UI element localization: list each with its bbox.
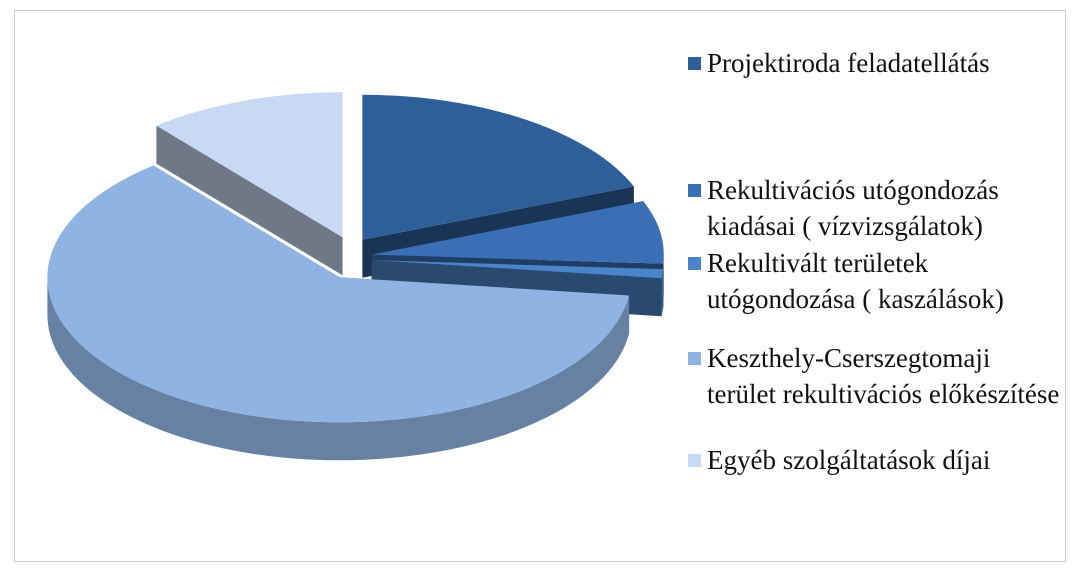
legend-entry: Egyéb szolgáltatások díjai <box>688 442 1060 478</box>
legend-entry: Projektiroda feladatellátás <box>688 45 1060 81</box>
legend-swatch <box>688 257 701 270</box>
legend-label: Rekultivációs utógondozás kiadásai ( víz… <box>707 175 999 241</box>
legend-entry: Rekultivációs utógondozás kiadásai ( víz… <box>688 172 1060 244</box>
legend-label: Egyéb szolgáltatások díjai <box>707 445 991 475</box>
legend-label: Projektiroda feladatellátás <box>707 48 990 78</box>
legend-swatch <box>688 184 701 197</box>
legend-label: Keszthely-Cserszegtomaji terület rekulti… <box>707 343 1060 409</box>
pie-slice <box>362 94 634 240</box>
slice-group <box>47 165 630 461</box>
chart-frame <box>14 10 1066 562</box>
pie-slice <box>371 201 664 264</box>
pie-slice <box>47 165 630 423</box>
legend-swatch <box>688 454 701 467</box>
legend-swatch <box>688 57 701 70</box>
legend-entry: Keszthely-Cserszegtomaji terület rekulti… <box>688 340 1060 412</box>
legend-swatch <box>688 352 701 365</box>
slice-group <box>156 92 343 276</box>
legend-label: Rekultivált területek utógondozása ( kas… <box>707 248 1004 314</box>
pie-slice <box>371 260 664 279</box>
slice-wall <box>156 125 343 276</box>
pie-slice <box>156 92 343 238</box>
slice-side <box>47 277 630 461</box>
slice-side <box>661 269 664 317</box>
legend-entry: Rekultivált területek utógondozása ( kas… <box>688 245 1060 317</box>
